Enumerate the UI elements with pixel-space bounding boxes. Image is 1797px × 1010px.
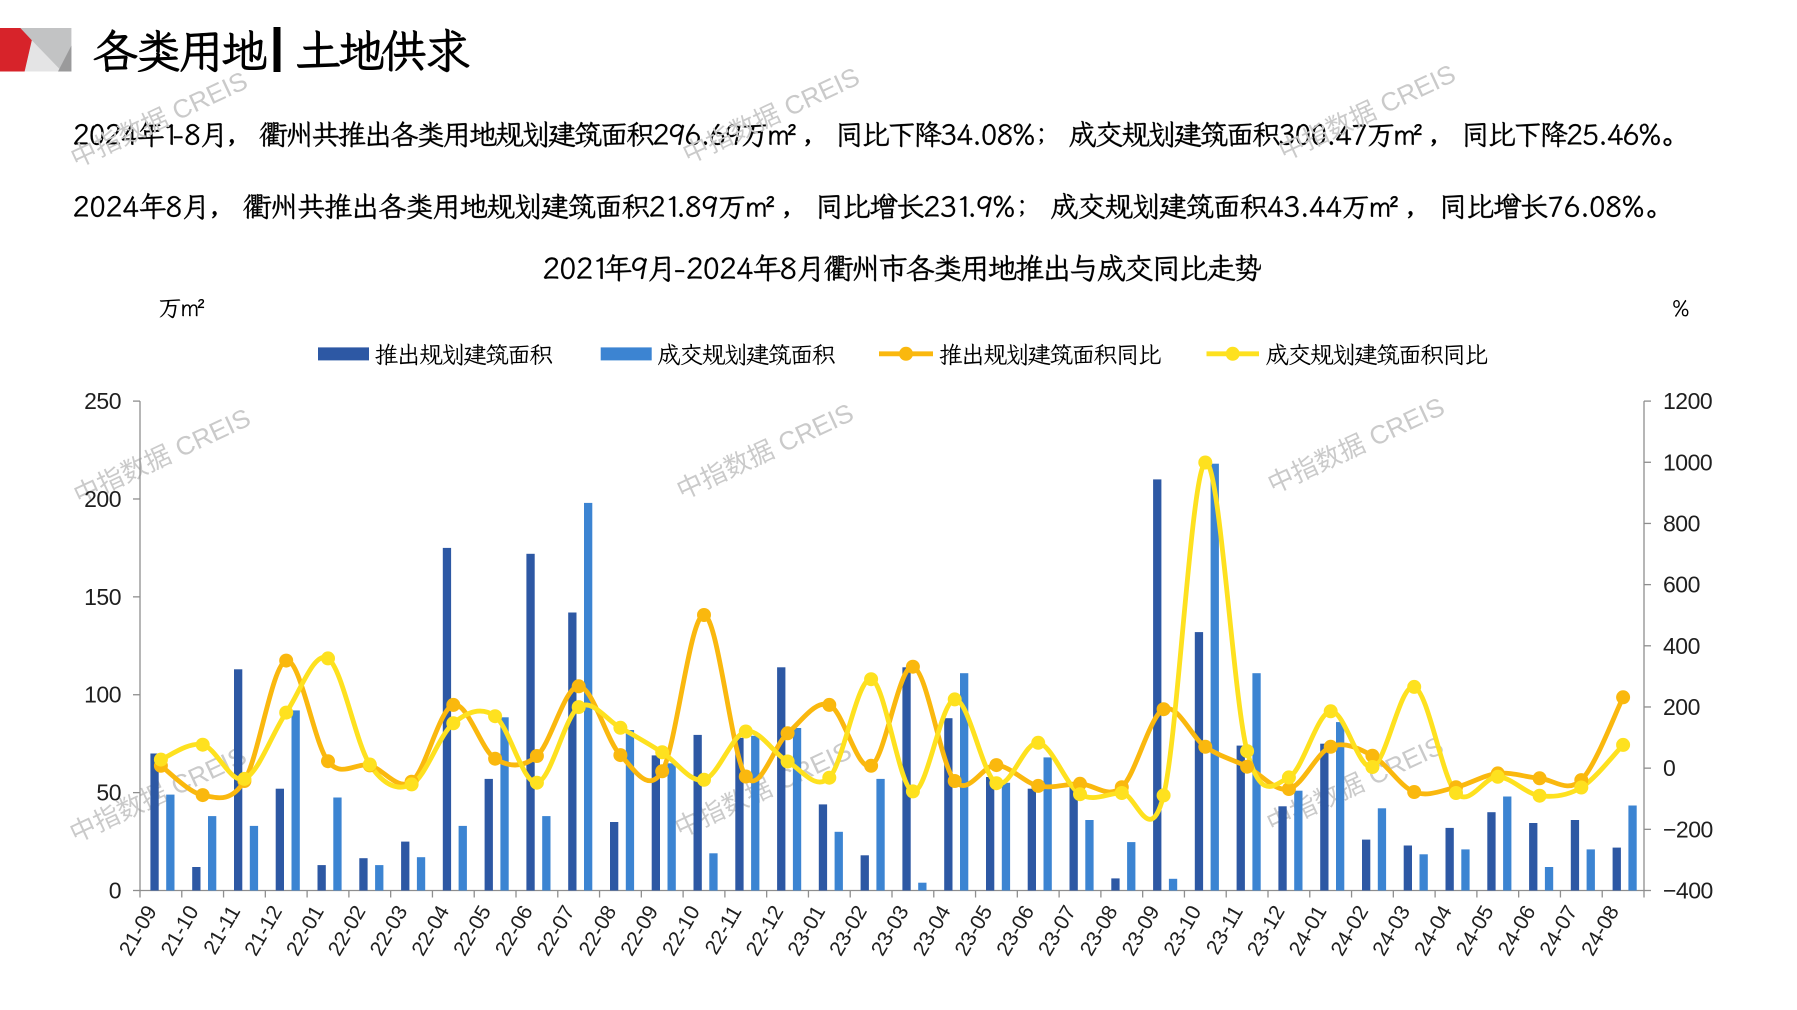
svg-text:21-11: 21-11 [199,902,245,959]
svg-text:23-07: 23-07 [1034,902,1081,960]
svg-text:22-07: 22-07 [533,902,580,960]
svg-text:−400: −400 [1663,878,1713,904]
svg-text:22-06: 22-06 [491,902,538,960]
svg-text:CREIS: CREIS [773,397,858,458]
svg-text:250: 250 [84,388,121,414]
svg-text:24-06: 24-06 [1494,902,1541,960]
svg-text:23-09: 23-09 [1118,902,1165,960]
svg-text:23-06: 23-06 [992,902,1039,960]
svg-text:22-08: 22-08 [574,902,621,960]
svg-text:23-02: 23-02 [825,902,872,960]
svg-text:21-10: 21-10 [157,902,204,960]
svg-text:600: 600 [1663,572,1700,598]
svg-text:100: 100 [84,682,121,708]
svg-text:CREIS: CREIS [779,61,864,122]
svg-text:24-05: 24-05 [1452,902,1499,960]
svg-text:23-05: 23-05 [950,902,997,960]
svg-text:24-04: 24-04 [1410,901,1457,959]
svg-text:22-03: 22-03 [366,902,413,960]
svg-text:CREIS: CREIS [1364,391,1449,452]
svg-text:24-02: 24-02 [1326,902,1373,960]
svg-text:1000: 1000 [1663,449,1712,475]
svg-text:150: 150 [84,584,121,610]
svg-text:22-05: 22-05 [449,902,496,960]
svg-text:23-10: 23-10 [1159,902,1206,960]
svg-text:24-01: 24-01 [1285,902,1332,960]
svg-text:−200: −200 [1663,816,1713,842]
svg-text:23-12: 23-12 [1243,902,1290,960]
svg-text:CREIS: CREIS [170,402,255,463]
svg-text:22-12: 22-12 [742,902,789,960]
svg-text:23-04: 23-04 [909,901,956,959]
svg-text:23-08: 23-08 [1076,902,1123,960]
svg-text:22-04: 22-04 [407,901,454,959]
svg-text:50: 50 [96,780,121,806]
svg-text:24-07: 24-07 [1535,902,1582,960]
svg-text:23-01: 23-01 [783,902,830,960]
svg-text:23-11: 23-11 [1202,902,1248,959]
svg-text:23-03: 23-03 [867,902,914,960]
svg-text:200: 200 [84,486,121,512]
svg-text:0: 0 [109,878,121,904]
svg-text:400: 400 [1663,633,1700,659]
svg-text:800: 800 [1663,510,1700,536]
svg-text:1200: 1200 [1663,388,1712,414]
svg-text:200: 200 [1663,694,1700,720]
svg-text:24-08: 24-08 [1577,902,1624,960]
svg-text:22-10: 22-10 [658,902,705,960]
svg-text:CREIS: CREIS [1375,58,1460,119]
svg-text:22-01: 22-01 [282,902,329,960]
svg-text:CREIS: CREIS [167,65,252,126]
svg-text:22-11: 22-11 [701,902,747,959]
svg-text:21-12: 21-12 [240,902,287,960]
svg-text:0: 0 [1663,755,1675,781]
svg-text:22-02: 22-02 [324,902,371,960]
svg-text:24-03: 24-03 [1368,902,1415,960]
svg-text:21-09: 21-09 [115,902,162,960]
svg-text:22-09: 22-09 [616,902,663,960]
